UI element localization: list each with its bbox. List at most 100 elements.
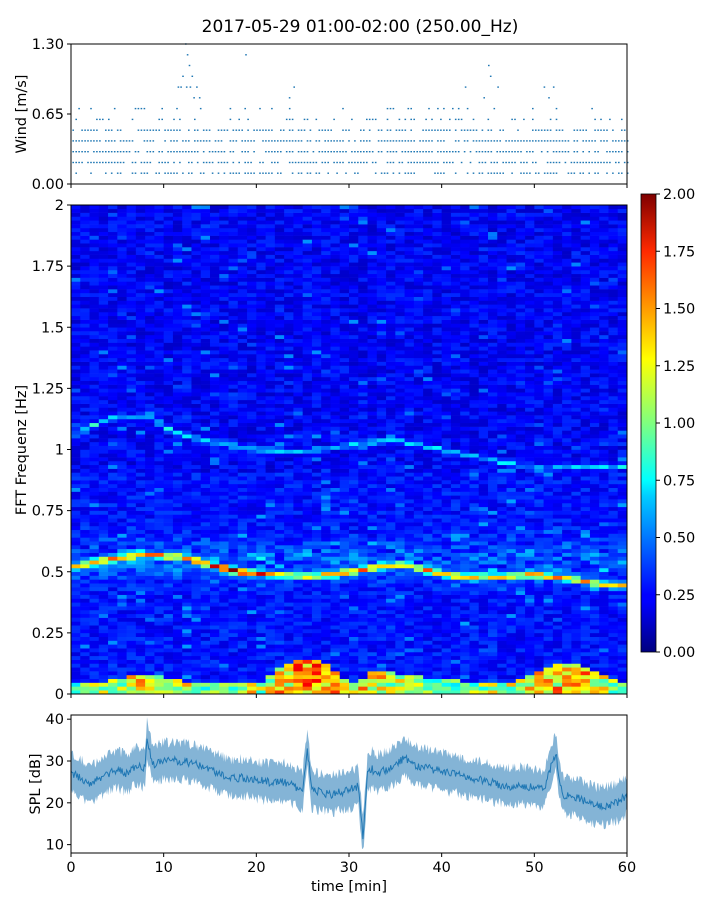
spectrogram-cell (145, 560, 155, 565)
spectrogram-cell (302, 499, 313, 504)
spectrogram-cell (274, 380, 285, 385)
spectrogram-cell (98, 632, 109, 637)
spectrogram-cell (265, 407, 276, 412)
spectrogram-cell (182, 388, 192, 393)
spectrogram-cell (210, 602, 220, 607)
spectrogram-cell (145, 273, 155, 278)
spectrogram-cell (265, 208, 276, 213)
wind-point (87, 140, 89, 142)
spectrogram-cell (311, 472, 322, 477)
wind-point (623, 140, 626, 142)
spectrogram-cell (210, 380, 220, 385)
spectrogram-cell (182, 418, 192, 424)
spectrogram-cell (293, 686, 304, 691)
spectrogram-cell (367, 449, 378, 454)
spectrogram-cell (265, 380, 276, 385)
spectrogram-cell (349, 472, 359, 477)
spectrogram-cell (191, 327, 202, 332)
spectrogram-cell (145, 266, 155, 271)
spectrogram-cell (265, 334, 276, 340)
spectrogram-cell (228, 674, 239, 680)
spectrogram-cell (256, 636, 266, 641)
spectrogram-cell (293, 636, 304, 641)
spectrogram-cell (256, 449, 266, 454)
spectrogram-cell (219, 361, 229, 366)
spectrogram-cell (117, 323, 127, 328)
spectrogram-cell (172, 281, 183, 286)
spectrogram-cell (339, 285, 350, 290)
spectrogram-cell (339, 460, 350, 466)
spectrogram-cell (154, 617, 165, 622)
spectrogram-cell (302, 441, 313, 446)
spectrogram-cell (89, 281, 100, 286)
spectrogram-cell (330, 319, 341, 324)
spectrogram-cell (284, 495, 294, 500)
spectrogram-cell (330, 560, 341, 565)
spectrogram-cell (284, 529, 294, 534)
spectrogram-cell (256, 579, 266, 584)
spectrogram-cell (126, 266, 137, 271)
spectrogram-cell (358, 525, 368, 531)
spectrogram-cell (154, 663, 165, 668)
spectrogram-cell (108, 667, 118, 672)
wind-point (265, 129, 267, 131)
spectrogram-cell (80, 598, 90, 603)
wind-point (81, 129, 83, 131)
spectrogram-cell (237, 388, 248, 393)
spectrogram-cell (330, 281, 341, 286)
wind-point (119, 161, 122, 164)
spectrogram-cell (330, 499, 341, 504)
spectrogram-cell (163, 331, 174, 336)
wind-point (428, 129, 430, 131)
spectrogram-cell (71, 453, 81, 458)
spectrogram-cell (367, 541, 378, 546)
spectrogram-cell (210, 311, 220, 317)
spectrogram-cell (210, 361, 220, 366)
spectrogram-cell (191, 373, 202, 378)
spectrogram-cell (182, 609, 192, 615)
spectrogram-cell (228, 460, 239, 466)
spectrogram-cell (321, 365, 331, 370)
spectrogram-cell (274, 686, 285, 691)
spectrogram-cell (367, 545, 378, 550)
spectrogram-cell (228, 399, 239, 404)
spectrogram-cell (71, 258, 81, 263)
wind-point (368, 118, 371, 121)
spectrogram-cell (126, 674, 137, 680)
spectrogram-cell (274, 613, 285, 618)
spectrogram-cell (339, 464, 350, 469)
spectrogram-cell (89, 315, 100, 320)
spectrogram-cell (293, 449, 304, 454)
spectrogram-cell (367, 292, 378, 297)
spectrogram-cell (284, 682, 294, 687)
spectrogram-cell (80, 216, 90, 221)
spectrogram-cell (163, 292, 174, 297)
spectrogram-cell (293, 598, 304, 603)
wind-point (615, 161, 617, 164)
spectrogram-cell (228, 491, 239, 496)
spectrogram-cell (358, 613, 368, 618)
spectrogram-cell (284, 522, 294, 527)
spectrogram-cell (145, 422, 155, 427)
spectrogram-cell (172, 243, 183, 248)
spectrogram-cell (172, 250, 183, 255)
spectrogram-cell (126, 399, 137, 404)
wind-point (567, 151, 570, 153)
spectrogram-cell (311, 243, 322, 248)
spectrogram-cell (191, 289, 202, 294)
spectrogram-cell (237, 648, 248, 653)
spectrogram-cell (182, 334, 192, 340)
spectrogram-cell (265, 579, 276, 584)
spectrogram-cell (302, 625, 313, 630)
spectrogram-cell (108, 640, 118, 645)
spectrogram-cell (219, 625, 229, 630)
spectrogram-cell (135, 659, 146, 664)
spectrogram-cell (311, 418, 322, 424)
spectrogram-cell (256, 686, 266, 691)
spectrogram-cell (367, 300, 378, 305)
spectrogram-cell (237, 403, 248, 408)
spectrogram-cell (154, 548, 165, 553)
spectrogram-cell (219, 277, 229, 282)
spectrogram-cell (293, 632, 304, 637)
spectrogram-cell (367, 380, 378, 385)
